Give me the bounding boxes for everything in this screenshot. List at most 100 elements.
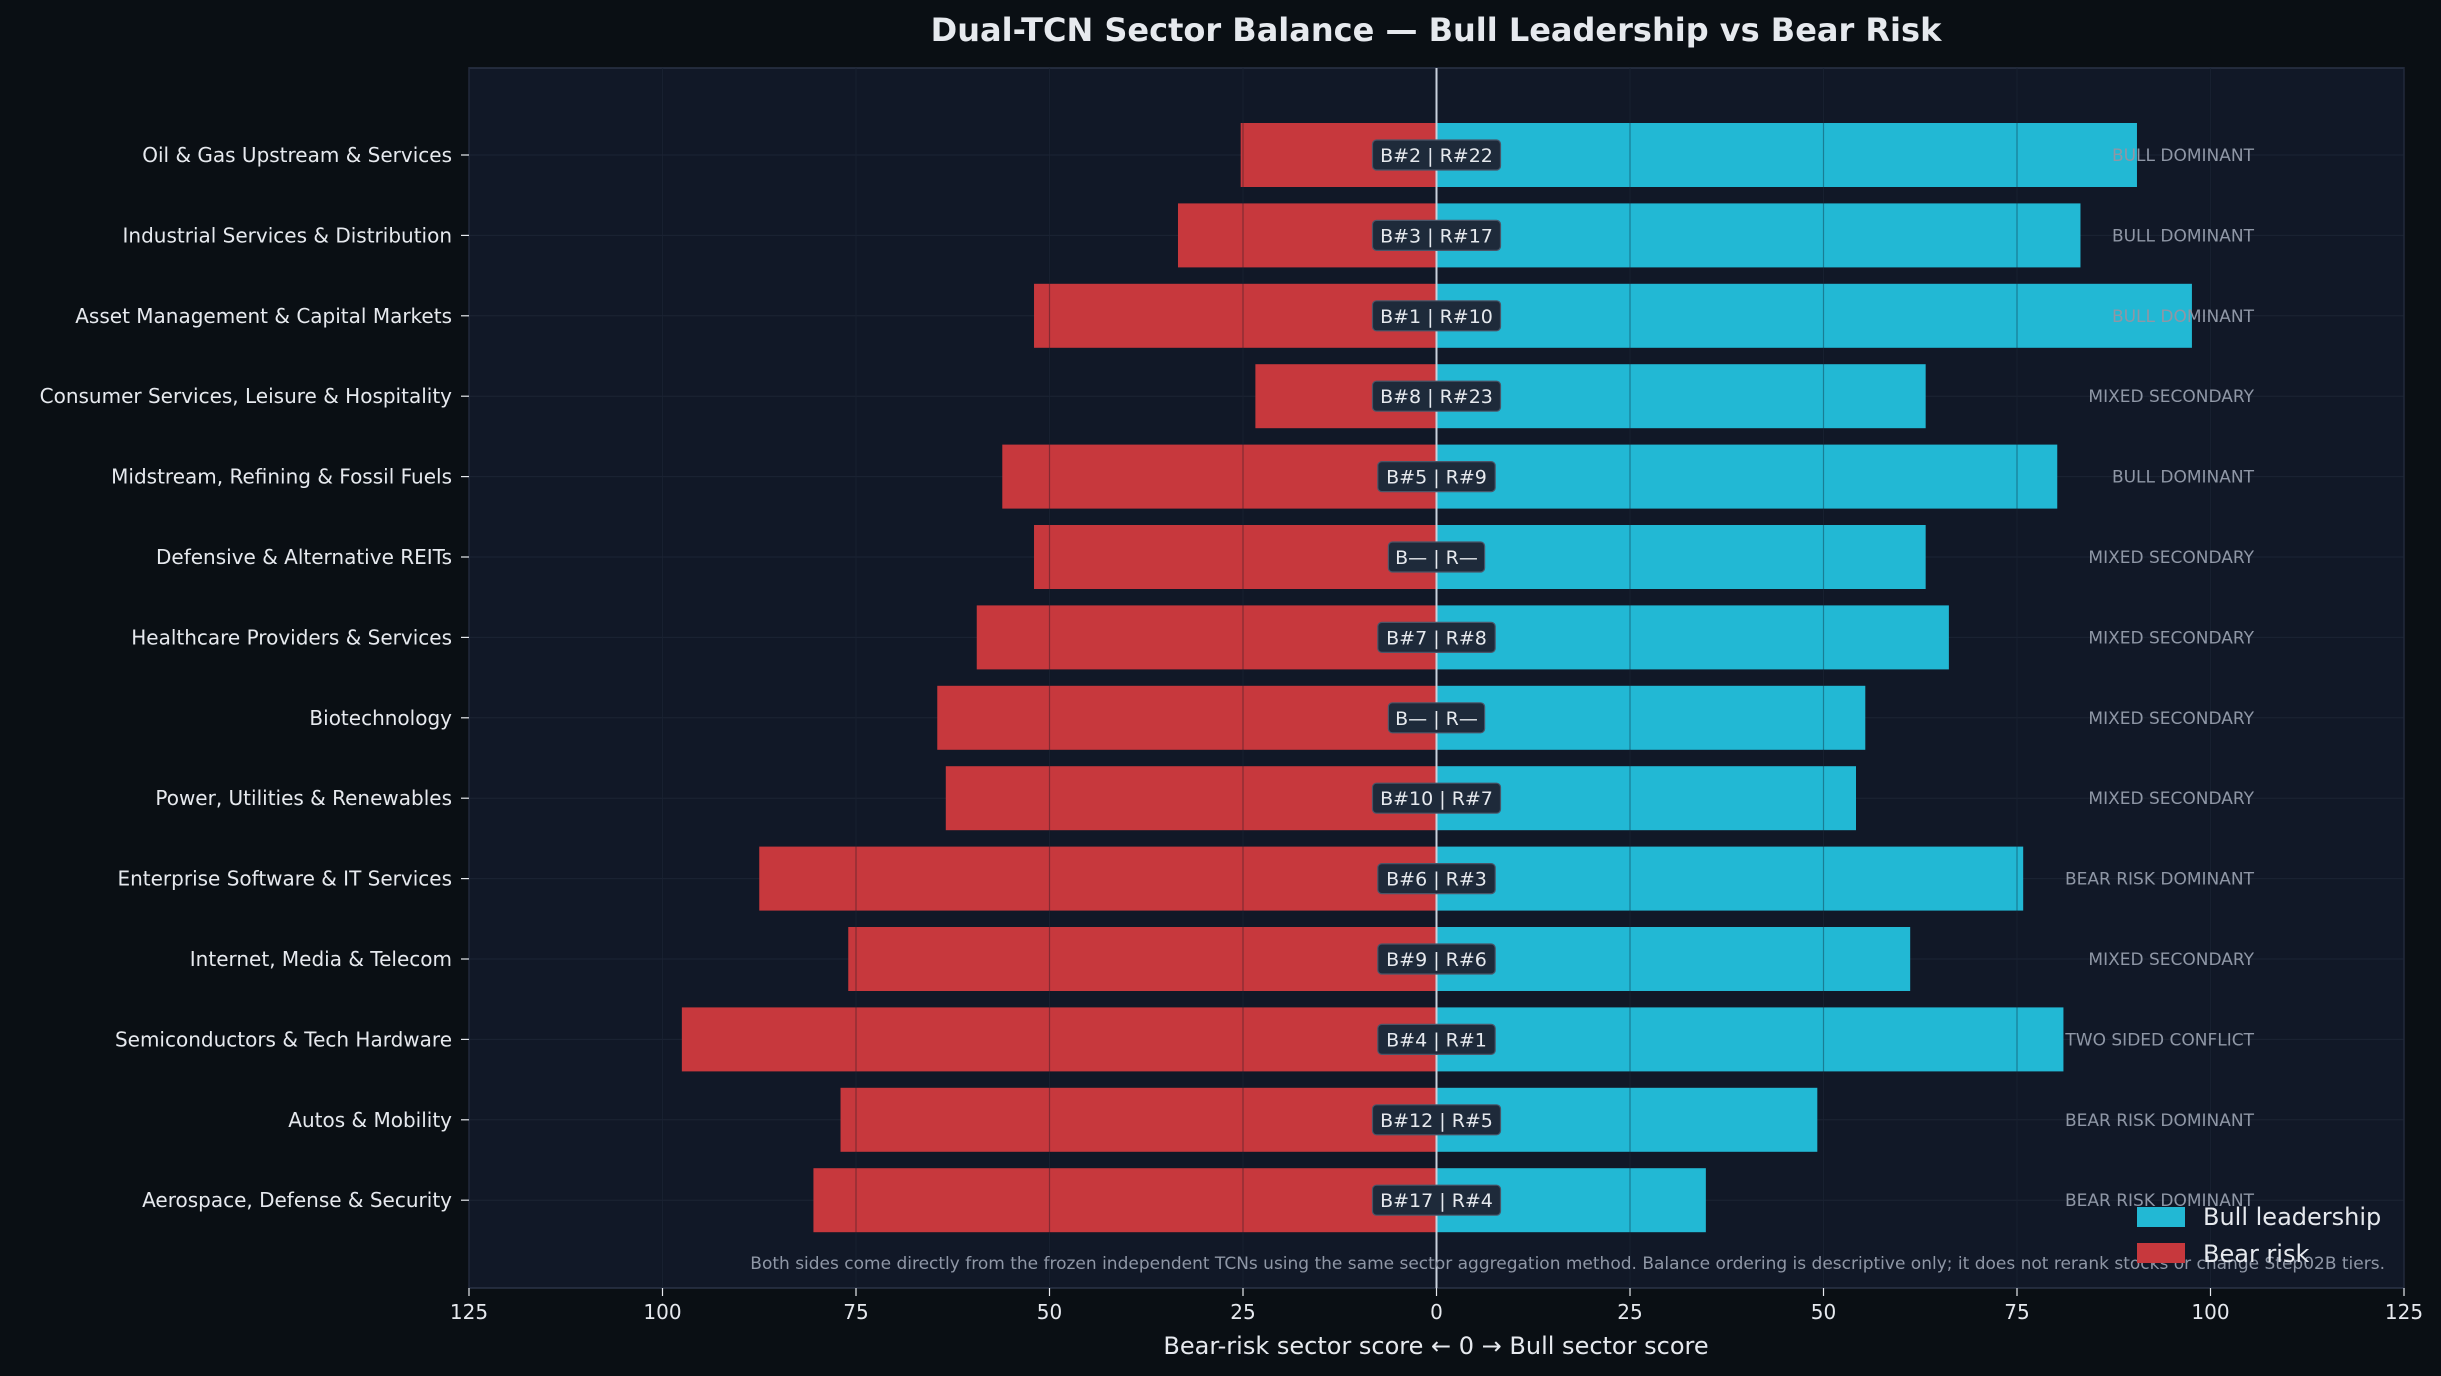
category-label: Midstream, Refining & Fossil Fuels [111, 465, 452, 489]
bear-bar [759, 846, 1437, 911]
category-label: Consumer Services, Leisure & Hospitality [40, 384, 453, 408]
category-label: Industrial Services & Distribution [123, 223, 452, 247]
rank-badge [1377, 862, 1496, 895]
category-label: Aerospace, Defense & Security [142, 1188, 452, 1212]
rank-badge-label: B#10 | R#7 [1380, 788, 1493, 810]
rank-badge [1377, 621, 1496, 654]
rank-badge-label: B— | R— [1395, 547, 1478, 569]
balance-label: BEAR RISK DOMINANT [2065, 870, 2255, 890]
bear-bar [945, 766, 1437, 831]
x-tick-label: 75 [843, 1300, 868, 1324]
x-tick-label: 50 [1811, 1300, 1836, 1324]
category-label: Power, Utilities & Renewables [155, 786, 452, 810]
balance-label: MIXED SECONDARY [2088, 709, 2254, 729]
footnote: Both sides come directly from the frozen… [750, 1254, 2385, 1274]
rank-badge [1371, 139, 1502, 171]
rank-badge-label: B#4 | R#1 [1386, 1029, 1487, 1051]
category-labels: Oil & Gas Upstream & Services Industrial … [40, 143, 469, 1212]
x-tick-label: 50 [1037, 1300, 1062, 1324]
rank-badge [1371, 1104, 1502, 1136]
balance-label: MIXED SECONDARY [2088, 950, 2254, 970]
rank-badge-label: B#7 | R#8 [1386, 627, 1487, 649]
rank-badges: B#2 | R#22 B#3 | R#17 B#1 | R#10 B#8 | R#23… [1371, 139, 1502, 1216]
balance-label: BULL DOMINANT [2112, 468, 2255, 488]
x-tick-label: 75 [2004, 1300, 2029, 1324]
rank-badge [1387, 541, 1486, 573]
bull-bar [1436, 444, 2058, 509]
bear-bar [976, 605, 1437, 670]
category-label: Autos & Mobility [288, 1108, 452, 1132]
chart-title: Dual-TCN Sector Balance — Bull Leadershi… [931, 11, 1942, 49]
bull-bar [1436, 605, 1949, 670]
bull-bar [1436, 123, 2137, 187]
bear-bar [840, 1087, 1437, 1152]
bull-bar [1436, 846, 2024, 911]
rank-badge [1371, 219, 1502, 251]
rank-badge-label: B#12 | R#5 [1380, 1110, 1493, 1132]
bear-bar [1002, 444, 1437, 509]
rank-badge-label: B#1 | R#10 [1380, 306, 1493, 328]
balance-label: BEAR RISK DOMINANT [2065, 1191, 2255, 1211]
legend-label-bear: Bear risk [2203, 1240, 2309, 1268]
x-tick-label: 25 [1617, 1300, 1642, 1324]
category-label: Oil & Gas Upstream & Services [142, 143, 452, 167]
category-label: Biotechnology [309, 706, 452, 730]
x-axis-label: Bear-risk sector score ← 0 → Bull sector… [1163, 1332, 1708, 1360]
rank-badge-label: B#5 | R#9 [1386, 467, 1487, 489]
rank-badge-label: B#6 | R#3 [1386, 869, 1487, 891]
bull-bar [1436, 525, 1926, 589]
bull-bar [1436, 1007, 2064, 1072]
rank-badge-label: B#9 | R#6 [1386, 949, 1487, 971]
rank-badge-label: B#3 | R#17 [1380, 225, 1493, 247]
balance-label: TWO SIDED CONFLICT [2064, 1030, 2254, 1050]
rank-badge [1371, 300, 1502, 332]
legend: Bull leadership Bear risk [2137, 1203, 2381, 1268]
balance-label: BEAR RISK DOMINANT [2065, 1111, 2255, 1131]
bars [468, 68, 2405, 1288]
balance-label: BULL DOMINANT [2112, 146, 2255, 166]
x-tick-label: 125 [2385, 1300, 2423, 1324]
x-tick-label: 100 [2191, 1300, 2229, 1324]
rank-badge-label: B— | R— [1395, 708, 1478, 730]
x-axis-ticks: 125 100 75 50 25 0 25 50 75 100 125 [450, 1288, 2423, 1324]
legend-swatch-bear [2137, 1243, 2185, 1263]
rank-badge-label: B#8 | R#23 [1380, 386, 1493, 408]
category-label: Enterprise Software & IT Services [117, 867, 452, 891]
balance-label: MIXED SECONDARY [2088, 789, 2254, 809]
rank-badge [1387, 702, 1486, 734]
rank-badge [1371, 1184, 1502, 1216]
legend-label-bull: Bull leadership [2203, 1203, 2381, 1231]
bear-bar [681, 1007, 1437, 1072]
bull-bar [1436, 927, 1911, 991]
balance-labels: BULL DOMINANT BULL DOMINANT BULL DOMINANT M… [2064, 146, 2254, 1211]
x-tick-label: 100 [643, 1300, 681, 1324]
balance-label: BULL DOMINANT [2112, 307, 2255, 327]
rank-badge [1371, 782, 1502, 814]
bull-bar [1436, 203, 2081, 268]
category-label: Internet, Media & Telecom [190, 947, 452, 971]
x-tick-label: 25 [1230, 1300, 1255, 1324]
rank-badge-label: B#17 | R#4 [1380, 1190, 1493, 1212]
bull-bar [1436, 766, 1857, 831]
bear-bar [813, 1168, 1437, 1233]
rank-badge-label: B#2 | R#22 [1380, 145, 1493, 167]
bear-bar [937, 685, 1437, 750]
rank-badge [1371, 380, 1502, 412]
category-label: Healthcare Providers & Services [131, 625, 452, 649]
balance-label: BULL DOMINANT [2112, 226, 2255, 246]
bear-bar [848, 927, 1437, 991]
balance-label: MIXED SECONDARY [2088, 628, 2254, 648]
category-label: Asset Management & Capital Markets [75, 304, 452, 328]
category-label: Semiconductors & Tech Hardware [115, 1027, 452, 1051]
x-tick-label: 125 [450, 1300, 488, 1324]
bull-bar [1436, 685, 1866, 750]
bear-bar [1034, 525, 1437, 589]
rank-badge [1377, 943, 1496, 975]
rank-badge [1377, 461, 1496, 493]
bull-bar [1436, 283, 2192, 348]
category-label: Defensive & Alternative REITs [156, 545, 452, 569]
balance-label: MIXED SECONDARY [2088, 387, 2254, 407]
rank-badge [1377, 1023, 1496, 1056]
